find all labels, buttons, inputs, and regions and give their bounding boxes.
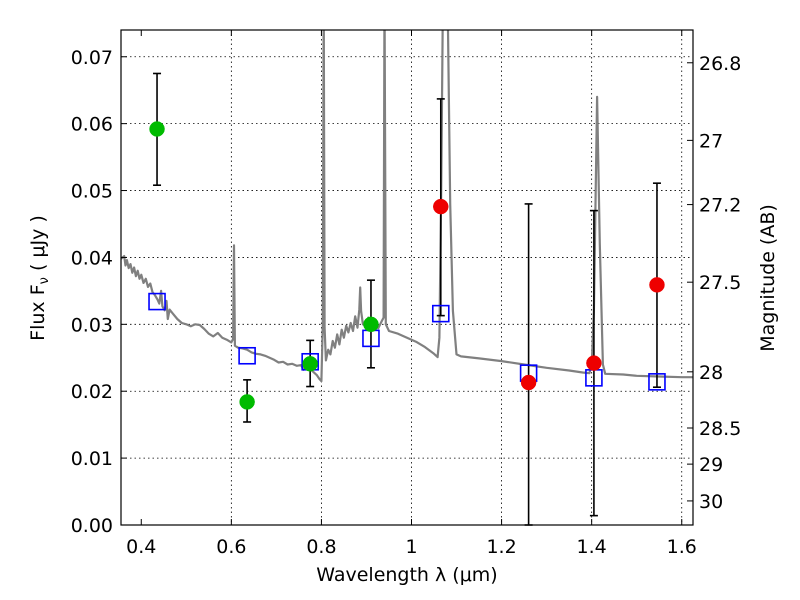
y-tick-label: 0.03 bbox=[71, 314, 113, 336]
right-tick-label: 30 bbox=[699, 491, 723, 513]
plot-area bbox=[121, 30, 693, 526]
model-photometry-square bbox=[648, 373, 666, 391]
y-axis-label: Flux Fν ( μJy ) bbox=[27, 215, 52, 341]
grid-lines bbox=[121, 30, 693, 525]
error-bars bbox=[153, 72, 661, 526]
data-point bbox=[363, 316, 379, 333]
right-tick-label: 26.8 bbox=[699, 53, 741, 75]
y-tick-label: 0.07 bbox=[71, 47, 113, 69]
data-point bbox=[649, 277, 665, 293]
data-point bbox=[433, 198, 449, 215]
right-tick-label: 29 bbox=[699, 454, 723, 476]
y-tick-label: 0.00 bbox=[71, 515, 113, 537]
data-point bbox=[149, 121, 165, 137]
y-tick-label: 0.04 bbox=[71, 247, 113, 269]
data-point bbox=[302, 356, 318, 372]
right-tick-label: 28.5 bbox=[699, 418, 741, 440]
x-tick-label: 1 bbox=[405, 536, 417, 558]
right-tick-label: 27.5 bbox=[699, 272, 741, 294]
right-tick-label: 28 bbox=[699, 362, 723, 384]
data-point bbox=[586, 355, 602, 371]
x-tick-label: 0.6 bbox=[216, 536, 246, 558]
x-tick-label: 1.4 bbox=[577, 536, 607, 558]
right-axis-label: Magnitude (AB) bbox=[757, 204, 779, 352]
model-photometry-square bbox=[431, 304, 450, 323]
data-point bbox=[520, 374, 537, 391]
y-axis-ticks: 0.00 0.01 0.02 0.03 0.04 0.05 0.06 0.07 bbox=[71, 47, 127, 537]
right-tick-label: 27 bbox=[699, 130, 723, 152]
right-axis-ticks: 26.8 27 27.2 27.5 28 28.5 29 30 bbox=[687, 53, 741, 513]
x-tick-label: 1.6 bbox=[667, 536, 697, 558]
x-axis-ticks: 0.4 0.6 0.8 1 1.2 1.4 1.6 bbox=[126, 30, 697, 558]
series-lines bbox=[121, 30, 693, 383]
data-point bbox=[239, 394, 255, 410]
x-axis-label: Wavelength λ (μm) bbox=[316, 564, 497, 586]
x-tick-label: 0.4 bbox=[126, 536, 156, 558]
y-tick-label: 0.06 bbox=[71, 114, 113, 136]
x-tick-label: 0.8 bbox=[306, 536, 336, 558]
plot-frame bbox=[120, 29, 694, 526]
y-tick-label: 0.01 bbox=[71, 448, 113, 470]
model-photometry-square bbox=[148, 292, 166, 311]
data-markers bbox=[148, 121, 666, 410]
y-tick-label: 0.02 bbox=[71, 381, 113, 403]
y-tick-label: 0.05 bbox=[71, 181, 113, 203]
model-spectrum-line bbox=[121, 30, 693, 383]
model-photometry-square bbox=[238, 346, 256, 365]
x-tick-label: 1.2 bbox=[486, 536, 516, 558]
right-tick-label: 27.2 bbox=[699, 195, 741, 217]
